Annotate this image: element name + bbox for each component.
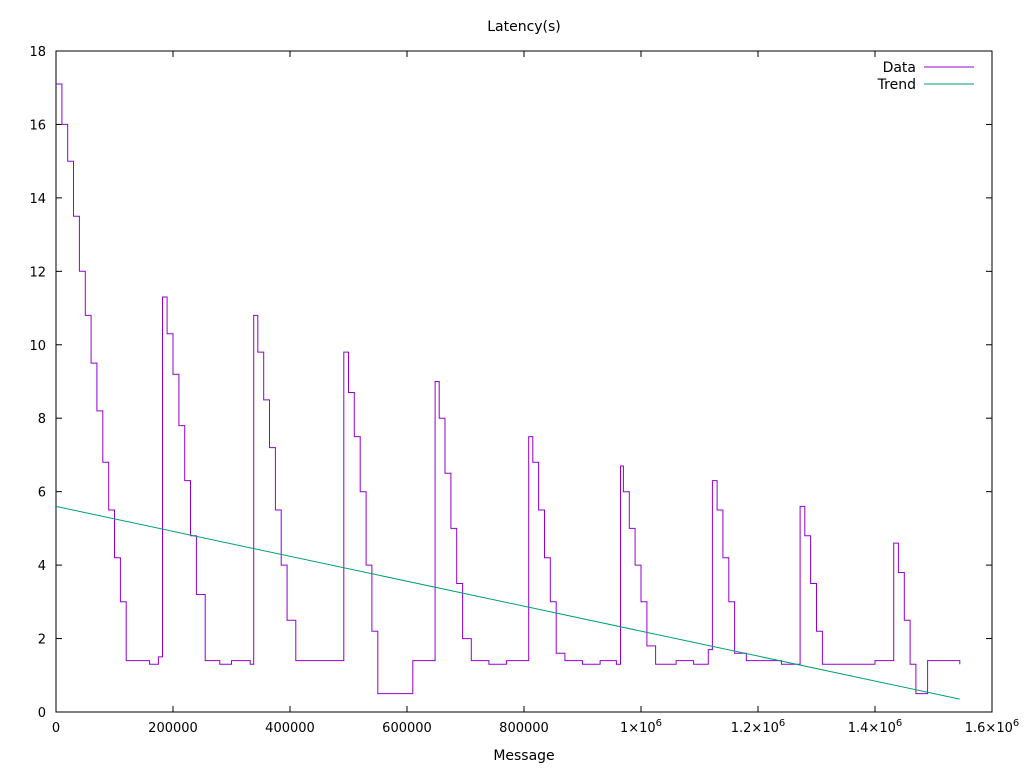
chart-title: Latency(s) <box>487 19 561 35</box>
x-tick-label: 1.4×106 <box>848 718 902 736</box>
y-tick-label: 12 <box>29 265 46 280</box>
y-tick-label: 2 <box>38 633 46 648</box>
x-tick-label: 1×106 <box>620 718 662 736</box>
y-tick-label: 4 <box>38 559 46 574</box>
x-axis-label: Message <box>493 748 554 764</box>
y-tick-label: 16 <box>29 118 46 133</box>
series-layer <box>55 83 961 700</box>
axis-ticks: 0 2 4 6 8 10 12 14 16 18 0 200000 400000 600000 800000… <box>29 45 1019 736</box>
x-tick-label: 800000 <box>499 721 549 736</box>
series-line-trend <box>55 505 960 700</box>
y-tick-label: 0 <box>38 706 46 721</box>
x-tick-label: 1.2×106 <box>731 718 785 736</box>
plot-frame <box>55 50 993 713</box>
legend-label-trend: Trend <box>877 77 916 93</box>
legend-label-data: Data <box>883 60 916 76</box>
y-tick-label: 18 <box>29 45 46 60</box>
y-tick-label: 8 <box>38 412 46 427</box>
y-tick-label: 14 <box>29 192 46 207</box>
y-tick-label: 6 <box>38 486 46 501</box>
x-tick-label: 400000 <box>265 721 315 736</box>
x-tick-label: 1.6×106 <box>965 718 1019 736</box>
x-tick-label: 200000 <box>148 721 198 736</box>
x-tick-label: 600000 <box>382 721 432 736</box>
y-tick-label: 10 <box>29 339 46 354</box>
series-line-data <box>56 83 961 695</box>
x-tick-label: 0 <box>52 721 60 736</box>
